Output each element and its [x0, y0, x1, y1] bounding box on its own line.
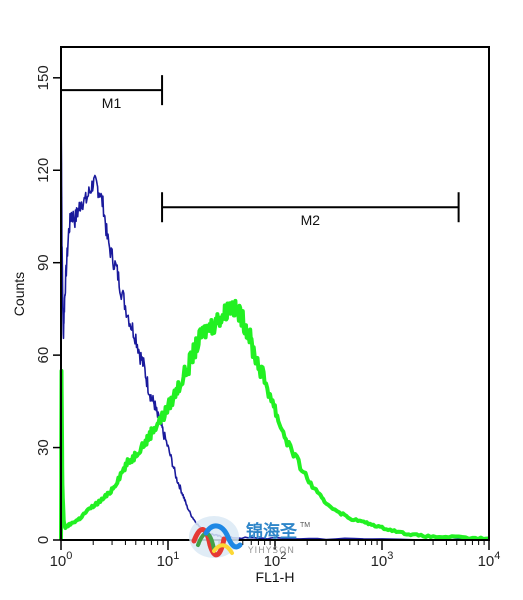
gate-label: M1: [102, 95, 122, 111]
x-tick-label: 103: [371, 550, 394, 570]
x-tick-label: 101: [157, 550, 180, 570]
x-axis-title: FL1-H: [256, 569, 295, 585]
gate-label: M2: [301, 212, 321, 228]
y-tick-label: 30: [35, 439, 52, 456]
logo-icon: [189, 516, 243, 558]
y-tick-label: 150: [35, 65, 52, 90]
watermark-logo: 锦海圣 TM YIHYSON: [189, 516, 310, 558]
x-tick-label: 102: [264, 550, 287, 570]
y-tick-label: 90: [35, 254, 52, 271]
series-layer: [59, 77, 490, 542]
watermark-text-en: YIHYSON: [247, 546, 295, 556]
gate-layer: M1 M2: [60, 75, 460, 228]
x-tick-label: 100: [50, 550, 73, 570]
y-tick-label: 120: [35, 158, 52, 183]
series-line-2: [59, 298, 490, 542]
gate-m1: M1: [60, 75, 164, 111]
watermark-trademark: TM: [300, 522, 310, 529]
y-tick-label: 60: [35, 347, 52, 364]
y-tick-label: 0: [35, 536, 52, 544]
watermark-text-cn: 锦海圣: [246, 521, 298, 542]
tick-layer: 0 30 60 90 120 150 100 101 102 103 104: [35, 65, 500, 570]
gate-m2: M2: [161, 192, 460, 228]
x-tick-label: 104: [478, 550, 501, 570]
y-axis-title: Counts: [11, 272, 27, 316]
